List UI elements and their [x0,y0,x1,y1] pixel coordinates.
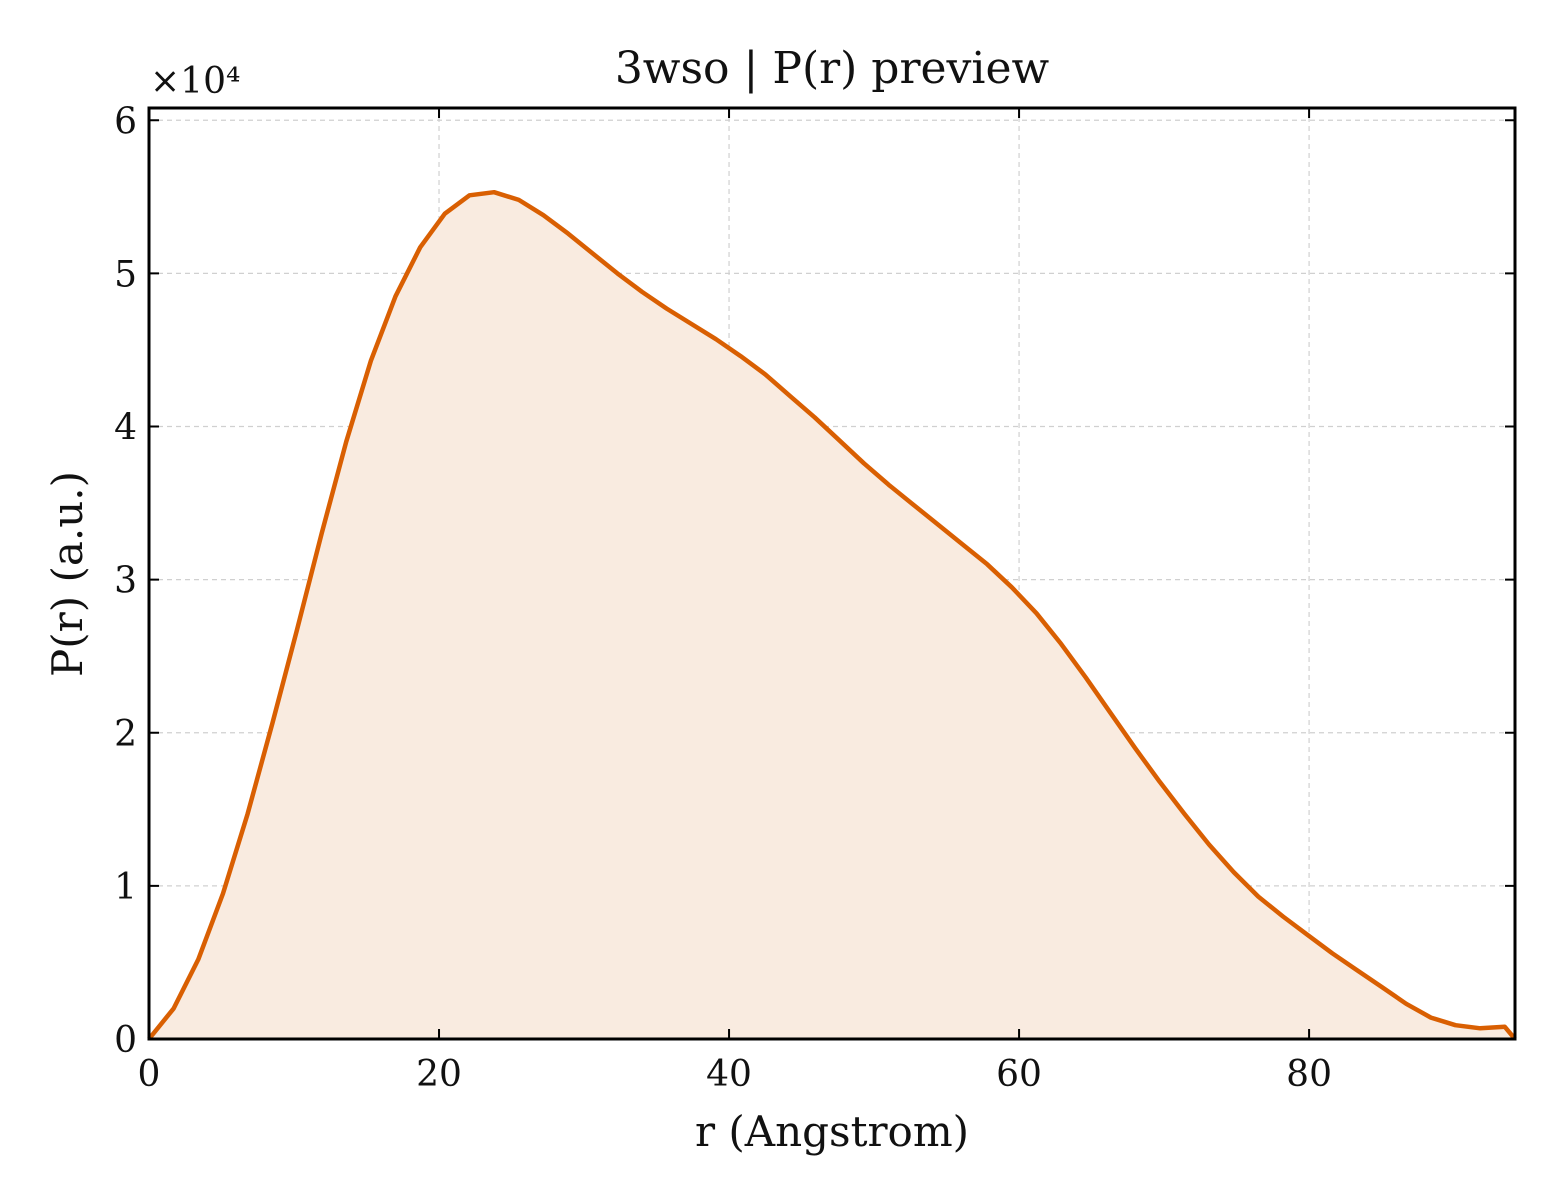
x-tick-label: 60 [996,1054,1042,1095]
plot-frame [147,106,1517,1041]
chart-title: 3wso | P(r) preview [615,43,1050,94]
y-tick-label: 0 [114,1020,137,1061]
y-tick-label: 6 [114,101,137,142]
x-tick-label: 20 [416,1054,462,1095]
axis-ticks: 0 20 40 60 80 0 1 2 3 4 5 6 [114,101,1515,1095]
series-line [147,189,1517,1041]
y-tick-label: 1 [114,867,137,908]
x-axis-label: r (Angstrom) [695,1107,969,1156]
y-tick-label: 4 [114,408,137,449]
x-tick-label: 40 [706,1054,752,1095]
x-tick-label: 0 [138,1054,161,1095]
y-tick-label: 2 [114,714,137,755]
y-tick-label: 3 [114,561,137,602]
y-axis-label: P(r) (a.u.) [43,471,92,677]
area-fill [149,192,1515,1039]
x-tick-label: 80 [1286,1054,1332,1095]
y-multiplier-label: ×10⁴ [150,61,240,102]
y-tick-label: 5 [114,254,137,295]
